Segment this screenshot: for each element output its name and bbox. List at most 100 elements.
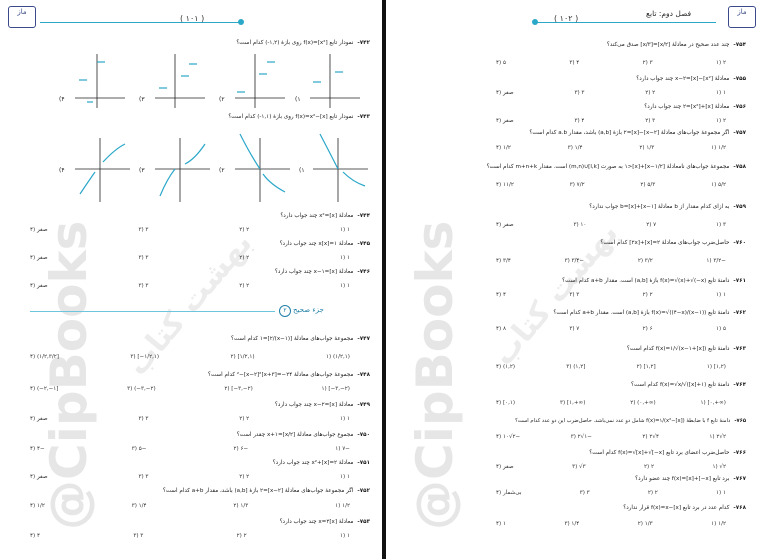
- option-2[interactable]: ۲) ۲√۴: [642, 434, 659, 440]
- option-1[interactable]: ۱) ۱/۲: [335, 503, 350, 509]
- option-3[interactable]: ۳) [۱,+∞): [559, 400, 586, 406]
- option-2[interactable]: ۲) ۱/۳: [233, 503, 249, 509]
- option-4[interactable]: ۴) ۱۰√۲−: [496, 434, 521, 440]
- option-2[interactable]: ۲) ۶−: [233, 446, 249, 452]
- option-1[interactable]: ۱) ۱: [339, 533, 350, 539]
- option-4[interactable]: ۴) صفر: [30, 283, 48, 289]
- option-2[interactable]: ۲) ۲: [239, 227, 250, 233]
- option-1[interactable]: ۱) ۱: [716, 490, 726, 496]
- option-4[interactable]: ۴) صفر: [496, 222, 514, 228]
- option-1[interactable]: ۱) ۱: [340, 283, 350, 289]
- option-4[interactable]: ۴) صفر: [30, 416, 48, 422]
- option-2[interactable]: ۲) (۰,+∞): [630, 400, 656, 406]
- option-4[interactable]: ۴) صفر: [30, 227, 48, 233]
- option-1[interactable]: ۱) ۱/۲: [711, 521, 726, 527]
- option-4[interactable]: ۴) صفر: [496, 90, 514, 96]
- option-3[interactable]: ۳) √۳: [572, 464, 586, 470]
- option-3[interactable]: ۳) ۵−: [131, 446, 147, 452]
- option-2[interactable]: ۲) ۱/۳: [639, 145, 655, 151]
- option-1[interactable]: ۱) [۱,۲): [706, 364, 726, 370]
- option-1[interactable]: ۱) ۲√۲: [709, 434, 726, 440]
- option-4[interactable]: ۴) ۵: [496, 60, 506, 66]
- option-2[interactable]: ۲) ۲: [239, 474, 250, 480]
- option-3[interactable]: ۳) ۱۰: [573, 222, 587, 228]
- option-1[interactable]: ۱) [۰,+∞): [700, 400, 726, 406]
- option-2[interactable]: ۲) [۱,۲]: [636, 364, 656, 370]
- option-4[interactable]: ۴) صفر: [30, 474, 48, 480]
- option-1[interactable]: ۱) ۲: [715, 60, 726, 66]
- option-2[interactable]: ۲) ۳: [642, 60, 653, 66]
- option-4[interactable]: ۴) ۱/۲: [496, 145, 511, 151]
- option-1[interactable]: ۱) √۲: [712, 464, 726, 470]
- option-2[interactable]: ۲) ۱/۳: [637, 521, 653, 527]
- option-3[interactable]: ۳) ۳: [138, 227, 149, 233]
- option-4[interactable]: ۴) ۳/۴: [496, 258, 511, 264]
- option-3[interactable]: ۳) ۴: [574, 118, 585, 124]
- option-3[interactable]: ۳) ۱/۴: [564, 521, 580, 527]
- option-3[interactable]: ۳) ۳: [138, 416, 149, 422]
- option-2[interactable]: ۲) ۲: [642, 292, 653, 298]
- option-4[interactable]: ۴) صفر: [496, 118, 514, 124]
- option-1[interactable]: ۱) ۱: [340, 255, 350, 261]
- option-4[interactable]: ۴) ۱۱/۲: [496, 182, 514, 188]
- option-1[interactable]: ۱) ۷−: [335, 446, 350, 452]
- option-4[interactable]: ۴) (۱,۲): [496, 364, 516, 370]
- option-4[interactable]: ۴) ۴: [30, 533, 40, 539]
- option-4[interactable]: ۴) (۱/۲,۳/۲]: [30, 354, 59, 360]
- option-1[interactable]: ۱) ۱: [340, 227, 350, 233]
- option-1[interactable]: ۱) ۱: [340, 416, 350, 422]
- option-1[interactable]: ۱) ۵: [715, 326, 726, 332]
- option-3[interactable]: ۳) ۳: [138, 474, 149, 480]
- option-2[interactable]: ۲) ۲: [239, 283, 250, 289]
- option-3[interactable]: ۳) (۱,۲]: [566, 364, 586, 370]
- option-4[interactable]: ۴) ۱: [496, 521, 506, 527]
- option-4[interactable]: ۴) ۱/۲: [30, 503, 45, 509]
- option-4[interactable]: ۴) بی‌شمار: [496, 490, 522, 496]
- option-1[interactable]: ۱) ۳: [716, 222, 726, 228]
- option-3[interactable]: ۳) [−۱/۲,۱): [130, 354, 160, 360]
- option-3[interactable]: ۳) ۳: [138, 255, 149, 261]
- option-1[interactable]: ۱) ۵/۲: [711, 182, 726, 188]
- option-2[interactable]: ۲) ۷: [646, 222, 657, 228]
- option-2[interactable]: ۲) [−۳,−۲): [224, 386, 253, 392]
- option-4[interactable]: ۴) صفر: [30, 255, 48, 261]
- option-3[interactable]: ۳) ۷: [569, 326, 580, 332]
- option-3[interactable]: ۳) ۳: [579, 490, 590, 496]
- option-4[interactable]: ۴) ۴−: [30, 446, 45, 452]
- option-2[interactable]: ۲) [۱/۲,۱): [230, 354, 255, 360]
- option-3[interactable]: ۳) ۲√۱−: [570, 434, 592, 440]
- option-3[interactable]: ۳) ۳: [133, 533, 144, 539]
- option-4[interactable]: ۴) [۰,۱): [496, 400, 516, 406]
- option-1[interactable]: ۱) ۳/۲−: [706, 258, 726, 264]
- option-2[interactable]: ۲) ۳: [645, 118, 656, 124]
- option-1[interactable]: ۱) ۱: [340, 474, 350, 480]
- option-1[interactable]: ۱) [−۳,−۲): [321, 386, 350, 392]
- option-2[interactable]: ۲) ۲: [645, 90, 656, 96]
- option-3[interactable]: ۳) ۱/۴: [131, 503, 147, 509]
- option-3[interactable]: ۳) (−۳,−۲): [127, 386, 156, 392]
- option-4[interactable]: ۴) ۸: [496, 326, 506, 332]
- option-4[interactable]: ۴) صفر: [496, 464, 514, 470]
- option-2[interactable]: ۲) ۳/۲: [637, 258, 653, 264]
- option-3[interactable]: ۳) ۳: [569, 292, 580, 298]
- option-3[interactable]: ۳) ۳/۴−: [564, 258, 585, 264]
- option-1[interactable]: ۱) ۱: [715, 292, 726, 298]
- option-2[interactable]: ۲) ۵/۳: [640, 182, 656, 188]
- option-3[interactable]: ۳) ۱/۴: [567, 145, 583, 151]
- option-1[interactable]: ۱) ۱/۲: [711, 145, 726, 151]
- option-3[interactable]: ۳) ۳: [574, 90, 585, 96]
- option-2[interactable]: ۲) ۲: [647, 490, 658, 496]
- option-2[interactable]: ۲) ۲: [239, 416, 250, 422]
- option-2[interactable]: ۲) ۲: [239, 255, 250, 261]
- option-3[interactable]: ۳) ۴: [569, 60, 580, 66]
- option-4[interactable]: ۴) (−۲,−۱]: [30, 386, 59, 392]
- option-2[interactable]: ۲) ۲: [644, 464, 655, 470]
- option-2[interactable]: ۲) ۶: [642, 326, 653, 332]
- option-1[interactable]: ۱) ۲: [716, 118, 726, 124]
- option-4[interactable]: ۴) ۴: [496, 292, 506, 298]
- option-1[interactable]: ۱) (۱/۲,۱): [325, 354, 350, 360]
- option-3[interactable]: ۳) ۷/۲: [569, 182, 585, 188]
- option-2[interactable]: ۲) ۲: [236, 533, 247, 539]
- option-3[interactable]: ۳) ۳: [138, 283, 149, 289]
- option-1[interactable]: ۱) ۱: [716, 90, 726, 96]
